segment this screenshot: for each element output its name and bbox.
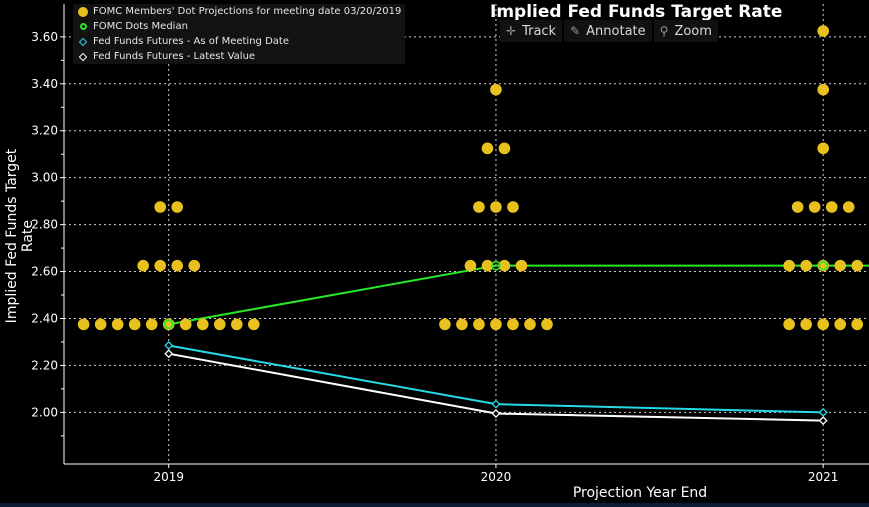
dot-projection (473, 201, 485, 213)
legend-label: FOMC Dots Median (93, 21, 188, 32)
median-marker (818, 260, 828, 271)
dot-projection (817, 318, 829, 331)
dot-projection (817, 83, 829, 96)
zoom-button[interactable]: ⚲ Zoom (653, 20, 718, 42)
dot-projection (498, 142, 511, 155)
dot-projection (507, 318, 519, 331)
magnifier-icon: ⚲ (659, 24, 669, 38)
futures-marker (164, 349, 174, 359)
dot-projection (515, 259, 528, 272)
cyan-diamond-icon (78, 37, 88, 46)
dot-projection (456, 318, 468, 331)
bottom-bar (0, 503, 869, 507)
dot-projection (851, 318, 864, 331)
dot-projection (783, 259, 795, 272)
y-tick-label: 2.60 (31, 265, 58, 279)
dot-projection (842, 201, 855, 213)
dot-projection (808, 201, 821, 213)
dot-projection (834, 318, 847, 331)
dot-projection (179, 318, 192, 331)
legend-item-futures-meeting[interactable]: Fed Funds Futures - As of Meeting Date (73, 34, 405, 49)
legend-item-dot-projections[interactable]: FOMC Members' Dot Projections for meetin… (73, 4, 405, 19)
zoom-label: Zoom (674, 23, 712, 39)
yellow-dot-icon (78, 6, 88, 17)
x-axis-label: Projection Year End (572, 485, 708, 501)
y-axis-label: Implied Fed Funds Target Rate (4, 148, 36, 324)
dot-projection (188, 259, 201, 272)
y-tick-label: 2.80 (31, 218, 58, 232)
annotate-label: Annotate (586, 23, 646, 39)
dot-projection (851, 259, 864, 272)
annotate-button[interactable]: ✎ Annotate (564, 20, 652, 42)
dot-projection (111, 318, 124, 331)
dot-projection (817, 25, 829, 37)
y-tick-label: 3.20 (31, 124, 58, 138)
chart-toolbar: ✛ Track ✎ Annotate ⚲ Zoom (500, 20, 718, 42)
dot-projection (94, 318, 107, 331)
y-tick-label: 3.40 (31, 77, 58, 91)
dot-projection (230, 318, 243, 331)
dot-projection (490, 83, 502, 96)
legend-label: FOMC Members' Dot Projections for meetin… (93, 6, 402, 17)
x-tick-label: 2020 (481, 470, 512, 484)
dot-projection (171, 201, 184, 213)
legend-label: Fed Funds Futures - As of Meeting Date (93, 36, 289, 47)
dot-projection (524, 318, 536, 331)
dot-projection (439, 318, 451, 331)
track-label: Track (522, 23, 557, 39)
dot-projection (490, 201, 502, 213)
dot-projection (128, 318, 141, 331)
dot-projection (783, 318, 795, 331)
dot-projection (171, 259, 184, 272)
futures-marker (818, 407, 828, 417)
futures-marker (818, 416, 828, 426)
dot-projection (498, 259, 511, 272)
dot-projection (137, 259, 149, 272)
green-ring-icon (79, 23, 87, 30)
dot-projection (541, 318, 553, 331)
dot-projection (817, 142, 829, 155)
dot-projection (834, 259, 847, 272)
futures-marker (491, 409, 501, 418)
dot-projection (154, 201, 167, 213)
dot-projection (213, 318, 226, 331)
dot-projection (507, 201, 519, 213)
dot-projection (481, 142, 494, 155)
legend-label: Fed Funds Futures - Latest Value (93, 51, 256, 62)
dot-projection (473, 318, 485, 331)
dot-projection (825, 201, 838, 213)
dot-projection (481, 259, 494, 272)
dot-projection (247, 318, 260, 331)
y-tick-label: 2.00 (31, 405, 58, 419)
crosshair-icon: ✛ (506, 24, 517, 38)
y-tick-label: 2.20 (31, 358, 58, 372)
chart-legend: FOMC Members' Dot Projections for meetin… (73, 4, 405, 64)
pencil-icon: ✎ (570, 24, 581, 38)
futures-marker (164, 341, 174, 350)
median-marker (163, 319, 174, 330)
dot-projection (464, 259, 477, 272)
legend-item-dots-median[interactable]: FOMC Dots Median (73, 19, 405, 34)
dot-projection (196, 318, 209, 331)
white-diamond-icon (78, 52, 88, 61)
dot-projection (154, 259, 167, 272)
median-marker (491, 260, 501, 271)
chart-title: Implied Fed Funds Target Rate (490, 2, 783, 22)
y-tick-label: 3.60 (31, 30, 58, 44)
dot-projection (77, 318, 90, 331)
x-tick-label: 2019 (153, 470, 184, 484)
x-tick-label: 2021 (808, 470, 839, 484)
futures-marker (491, 399, 501, 409)
dot-projection (791, 201, 804, 213)
dot-projection (490, 318, 502, 331)
track-button[interactable]: ✛ Track (500, 20, 563, 42)
dot-projection (800, 318, 812, 331)
y-tick-label: 2.40 (31, 311, 58, 325)
dot-projection (145, 318, 158, 331)
legend-item-futures-latest[interactable]: Fed Funds Futures - Latest Value (73, 49, 405, 64)
series-line (168, 264, 869, 326)
dot-projection (800, 259, 812, 272)
y-tick-label: 3.00 (31, 171, 58, 185)
